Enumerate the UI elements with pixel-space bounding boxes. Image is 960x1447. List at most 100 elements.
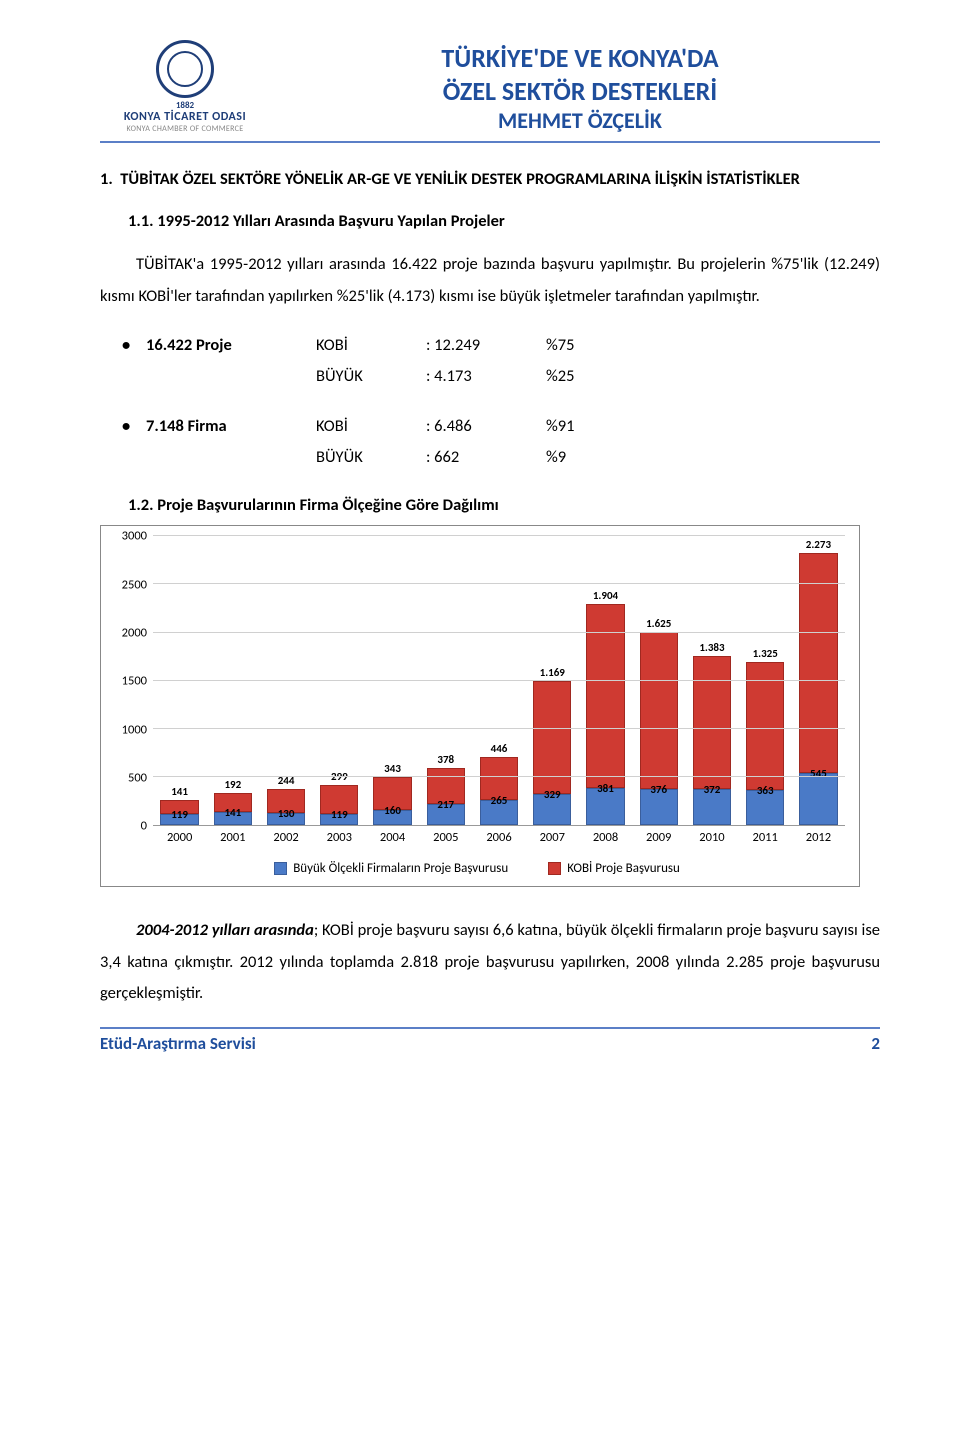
bar-label-blue: 372: [685, 783, 739, 796]
bar-group: 244130: [259, 536, 312, 825]
bar-label-blue: 329: [525, 788, 579, 801]
bar-label-blue: 545: [792, 767, 846, 780]
footer-rule: [100, 1027, 880, 1029]
y-axis: 050010001500200025003000: [109, 536, 153, 826]
bar-group: 1.904 381: [579, 536, 632, 825]
x-label: 2003: [313, 830, 366, 845]
swatch-red: [548, 862, 561, 875]
x-label: 2006: [472, 830, 525, 845]
paragraph-2: 2004-2012 yılları arasında; KOBİ proje b…: [100, 915, 880, 1009]
stats-row: • . BÜYÜK : 4.173 %25: [100, 361, 880, 392]
bar-label-red: 141: [153, 785, 207, 798]
x-label: 2010: [685, 830, 738, 845]
y-tick: 500: [128, 770, 147, 785]
subsection-heading: 1.1. 1995-2012 Yılları Arasında Başvuru …: [128, 211, 880, 231]
bar-label-blue: 217: [419, 798, 473, 811]
bar-label-blue: 119: [153, 808, 207, 821]
grid-line: [153, 535, 845, 536]
x-label: 2004: [366, 830, 419, 845]
x-label: 2009: [632, 830, 685, 845]
x-label: 2011: [739, 830, 792, 845]
logo-title: KONYA TİCARET ODASI: [100, 111, 270, 124]
y-tick: 1000: [122, 722, 147, 737]
bar-label-red: 378: [419, 753, 473, 766]
bar-label-red: 1.325: [738, 647, 792, 660]
y-tick: 2000: [122, 625, 147, 640]
y-tick: 2500: [122, 577, 147, 592]
logo-subtitle: KONYA CHAMBER OF COMMERCE: [100, 124, 270, 134]
bar-group: 1.169 329: [526, 536, 579, 825]
stats-list: • 16.422 Proje KOBİ : 12.249 %75 • . BÜY…: [100, 330, 880, 393]
bar-group: 343 160: [366, 536, 419, 825]
footer: Etüd-Araştırma Servisi 2: [100, 1033, 880, 1054]
paragraph-1: TÜBİTAK'a 1995-2012 yılları arasında 16.…: [100, 249, 880, 312]
stats-row: • 7.148 Firma KOBİ : 6.486 %91: [100, 411, 880, 442]
grid-line: [153, 680, 845, 681]
y-tick: 3000: [122, 529, 147, 544]
bar-label-blue: 160: [366, 804, 420, 817]
bar-label-blue: 119: [312, 808, 366, 821]
bar-group: 446 265: [472, 536, 525, 825]
bar-label-red: 192: [206, 778, 260, 791]
bar-label-blue: 265: [472, 794, 526, 807]
bar-label-red: 2.273: [792, 538, 846, 551]
header-rule: [100, 141, 880, 143]
bar-segment-red: [799, 553, 837, 773]
bar-segment-blue: [799, 773, 837, 826]
x-label: 2002: [259, 830, 312, 845]
x-label: 2000: [153, 830, 206, 845]
bar-label-blue: 381: [579, 782, 633, 795]
x-axis: 2000200120022003200420052006200720082009…: [153, 830, 845, 845]
bar-segment-red: [746, 662, 784, 790]
header: 1882 KONYA TİCARET ODASI KONYA CHAMBER O…: [100, 40, 880, 135]
bar-label-blue: 363: [738, 784, 792, 797]
bar-group: 1.325 363: [739, 536, 792, 825]
bar-label-red: 446: [472, 742, 526, 755]
bar-group: 299119: [313, 536, 366, 825]
title-line1: TÜRKİYE'DE VE KONYA'DA: [280, 42, 880, 75]
x-label: 2005: [419, 830, 472, 845]
grid-line: [153, 583, 845, 584]
grid-line: [153, 776, 845, 777]
x-label: 2001: [206, 830, 259, 845]
bar-group: 1.383 372: [685, 536, 738, 825]
stats-row: • . BÜYÜK : 662 %9: [100, 442, 880, 473]
title-line2: ÖZEL SEKTÖR DESTEKLERİ: [280, 75, 880, 108]
page-number: 2: [871, 1033, 880, 1054]
bar-label-red: 343: [366, 762, 420, 775]
bar-label-red: 1.904: [579, 589, 633, 602]
bar-segment-red: [693, 656, 731, 790]
legend-item-red: KOBİ Proje Başvurusu: [548, 861, 680, 876]
footer-left: Etüd-Araştırma Servisi: [100, 1033, 256, 1054]
page-title: TÜRKİYE'DE VE KONYA'DA ÖZEL SEKTÖR DESTE…: [280, 40, 880, 135]
bar-group: 192 141: [206, 536, 259, 825]
logo: 1882 KONYA TİCARET ODASI KONYA CHAMBER O…: [100, 40, 270, 134]
bar-chart: 050010001500200025003000 141119192141244…: [100, 525, 860, 887]
stats-list: • 7.148 Firma KOBİ : 6.486 %91 • . BÜYÜK…: [100, 411, 880, 474]
swatch-blue: [274, 862, 287, 875]
chart-title: 1.2. Proje Başvurularının Firma Ölçeğine…: [128, 495, 880, 515]
legend: Büyük Ölçekli Firmaların Proje Başvurusu…: [109, 861, 845, 876]
plot-area: 1411191921412441302991193431603782174462…: [153, 536, 845, 826]
legend-item-blue: Büyük Ölçekli Firmaların Proje Başvurusu: [274, 861, 508, 876]
bar-segment-red: [640, 632, 678, 789]
x-label: 2008: [579, 830, 632, 845]
y-tick: 0: [141, 819, 147, 834]
title-author: MEHMET ÖZÇELİK: [280, 107, 880, 135]
grid-line: [153, 728, 845, 729]
y-tick: 1500: [122, 674, 147, 689]
logo-icon: [156, 40, 214, 98]
bar-group: 2.273 545: [792, 536, 845, 825]
bar-label-blue: 141: [206, 806, 260, 819]
bar-label-red: 1.383: [685, 641, 739, 654]
bar-label-blue: 376: [632, 783, 686, 796]
grid-line: [153, 632, 845, 633]
bar-label-red: 1.169: [525, 666, 579, 679]
bar-group: 141 119: [153, 536, 206, 825]
bar-label-red: 1.625: [632, 617, 686, 630]
section-heading: 1. TÜBİTAK ÖZEL SEKTÖRE YÖNELİK AR-GE VE…: [100, 167, 880, 192]
bar-label-blue: 130: [259, 807, 313, 820]
bar-group: 378 217: [419, 536, 472, 825]
x-label: 2012: [792, 830, 845, 845]
x-label: 2007: [526, 830, 579, 845]
